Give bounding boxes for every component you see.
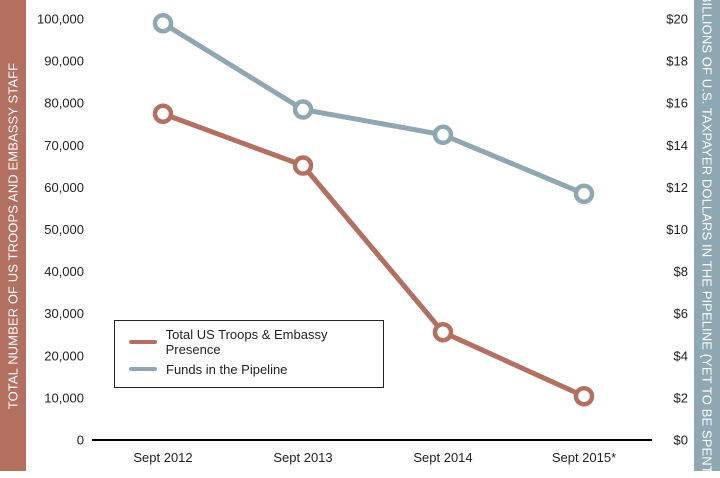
right-tick-label: $20 — [666, 12, 688, 27]
data-point-funds — [292, 99, 314, 120]
legend-swatch-funds — [129, 367, 157, 371]
left-tick-label: 90,000 — [44, 54, 84, 69]
right-tick-label: $18 — [666, 54, 688, 69]
series-line-funds — [160, 20, 587, 197]
data-point-funds — [432, 124, 454, 146]
left-tick-label: 80,000 — [44, 96, 84, 111]
left-axis-band: TOTAL NUMBER OF US TROOPS AND EMBASSY ST… — [0, 0, 26, 471]
x-tick-label: Sept 2013 — [273, 450, 332, 465]
legend-label-funds: Funds in the Pipeline — [166, 361, 288, 377]
data-point-troops — [292, 155, 314, 176]
right-tick-label: $16 — [666, 96, 688, 111]
left-tick-label: 10,000 — [44, 390, 84, 405]
right-tick-label: $2 — [674, 390, 688, 405]
x-tick-label: Sept 2012 — [133, 450, 192, 465]
left-tick-label: 0 — [77, 433, 84, 448]
data-point-funds — [573, 183, 595, 204]
x-axis-ticks: Sept 2012 Sept 2013 Sept 2014 Sept 2015* — [133, 450, 616, 465]
right-axis-ticks: $0 $2 $4 $6 $8 $10 $12 $14 $16 $18 $20 — [666, 12, 688, 448]
data-point-troops — [152, 103, 174, 124]
left-axis-ticks: 0 10,000 20,000 30,000 40,000 50,000 60,000 70,… — [37, 12, 84, 448]
legend-swatch-troops — [129, 340, 157, 344]
data-point-troops — [432, 321, 454, 343]
legend-item-troops: Total US Troops & Embassy Presence — [129, 327, 383, 357]
data-point-funds — [152, 12, 174, 34]
right-tick-label: $8 — [674, 264, 688, 279]
right-tick-label: $10 — [666, 222, 688, 237]
data-point-troops — [573, 385, 595, 407]
left-tick-label: 30,000 — [44, 306, 84, 321]
right-axis-band: BILLIONS OF U.S. TAXPAYER DOLLARS IN THE… — [694, 0, 720, 478]
x-tick-label: Sept 2014 — [413, 450, 472, 465]
right-tick-label: $4 — [674, 348, 688, 363]
left-tick-label: 40,000 — [44, 264, 84, 279]
left-tick-label: 100,000 — [37, 12, 84, 27]
series-line-troops — [160, 111, 587, 399]
series-markers — [152, 12, 595, 407]
legend: Total US Troops & Embassy Presence Funds… — [114, 320, 384, 388]
left-tick-label: 60,000 — [44, 180, 84, 195]
right-tick-label: $0 — [674, 433, 688, 448]
right-tick-label: $6 — [674, 306, 688, 321]
right-tick-label: $14 — [666, 138, 688, 153]
left-tick-label: 50,000 — [44, 222, 84, 237]
left-tick-label: 70,000 — [44, 138, 84, 153]
x-tick-label: Sept 2015* — [552, 450, 616, 465]
left-tick-label: 20,000 — [44, 348, 84, 363]
legend-label-troops: Total US Troops & Embassy Presence — [165, 327, 328, 357]
legend-item-funds: Funds in the Pipeline — [129, 359, 287, 379]
series-lines — [160, 20, 587, 399]
right-tick-label: $12 — [666, 180, 688, 195]
